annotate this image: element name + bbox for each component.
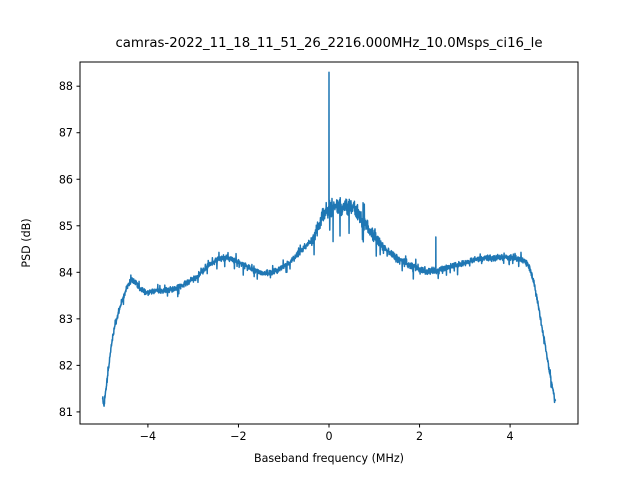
x-tick-label: 2 (416, 430, 423, 443)
y-axis-ticks: 81 82 83 84 85 86 87 88 (59, 80, 80, 419)
x-tick-label: −2 (230, 430, 246, 443)
x-axis-label: Baseband frequency (MHz) (254, 452, 404, 465)
x-tick-label: 4 (507, 430, 514, 443)
y-tick-label: 81 (59, 406, 73, 419)
x-axis-ticks: −4 −2 0 2 4 (140, 424, 514, 443)
psd-trace (101, 71, 557, 407)
x-tick-label: −4 (140, 430, 156, 443)
y-tick-label: 87 (59, 127, 73, 140)
y-tick-label: 82 (59, 359, 73, 372)
y-tick-label: 84 (59, 266, 73, 279)
x-tick-label: 0 (325, 430, 332, 443)
y-axis-label: PSD (dB) (20, 218, 33, 267)
y-tick-label: 86 (59, 173, 73, 186)
y-tick-label: 83 (59, 313, 73, 326)
plot-title: camras-2022_11_18_11_51_26_2216.000MHz_1… (115, 36, 542, 51)
y-tick-label: 85 (59, 220, 73, 233)
y-tick-label: 88 (59, 80, 73, 93)
